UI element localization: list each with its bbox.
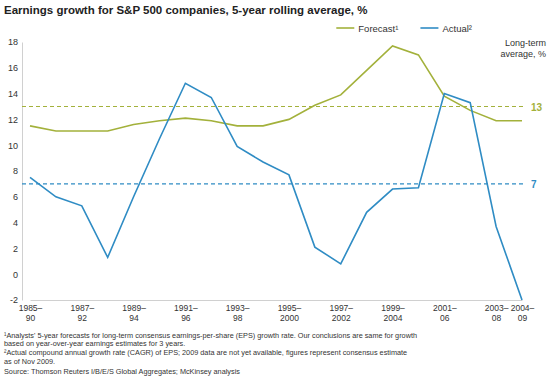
x-tick-label-line: 1997– [329, 303, 353, 313]
x-tick-label: 2001–06 [433, 303, 457, 323]
x-tick: 1999–2004 [381, 303, 405, 323]
y-tick: 4 [13, 218, 18, 228]
chart-container: Earnings growth for S&P 500 companies, 5… [0, 0, 550, 387]
footnote: ²Actual compound annual growth rate (CAG… [4, 348, 407, 357]
y-axis-line [22, 43, 23, 301]
legend-label: Actual² [442, 23, 472, 34]
x-tick-label-line: 2004 [384, 313, 403, 323]
legend-item: Actual² [420, 23, 472, 34]
series-line [30, 83, 522, 300]
x-tick-label: 2004–09 [511, 303, 535, 323]
x-tick-label-line: 1985– [19, 303, 43, 313]
title: Earnings growth for S&P 500 companies, 5… [4, 4, 367, 16]
x-tick: 1993–98 [226, 303, 250, 323]
average-title: Long-term [505, 38, 546, 48]
x-tick-label: 1997–2002 [329, 303, 353, 323]
x-tick: 2004–09 [511, 303, 535, 323]
y-axis: -2 0 2 4 6 8 10 12 14 16 18 [8, 37, 23, 305]
y-tick: -2 [10, 295, 18, 305]
y-tick: 16 [8, 63, 18, 73]
y-tick-label: 2 [13, 244, 18, 254]
source: Source: Thomson Reuters I/B/E/S Global A… [4, 367, 240, 376]
x-tick-label: 1995–2000 [278, 303, 302, 323]
y-tick-label: 18 [8, 37, 18, 47]
footnote: based on year-over-year earnings estimat… [4, 339, 185, 348]
x-tick-label-line: 1991– [174, 303, 198, 313]
footnotes: ¹Analysts' 5-year forecasts for long-ter… [4, 331, 417, 377]
plot-lines [30, 46, 522, 300]
x-tick-label-line: 92 [78, 313, 88, 323]
x-tick: 2003–08 [485, 303, 509, 323]
x-tick: 1991–96 [174, 303, 198, 323]
x-tick-label-line: 1987– [70, 303, 94, 313]
x-tick-label: 2003–08 [485, 303, 509, 323]
x-tick-label: 1987–92 [70, 303, 94, 323]
y-tick: 18 [8, 37, 18, 47]
y-tick-label: 6 [13, 192, 18, 202]
y-tick-label: -2 [10, 295, 18, 305]
averages: 13 7 Long-termaverage, % [22, 38, 546, 190]
x-tick-label-line: 2000 [280, 313, 299, 323]
x-tick-label-line: 94 [129, 313, 139, 323]
x-tick: 1985–90 [19, 303, 43, 323]
legend-swatch [336, 27, 354, 29]
x-tick-label: 1993–98 [226, 303, 250, 323]
x-axis: 1985–90 1987–92 1989–94 1991–96 1993–98 1995–… [19, 301, 535, 324]
x-tick-label-line: 2002 [332, 313, 351, 323]
x-tick-label: 1989–94 [122, 303, 146, 323]
x-tick-label-line: 2004– [511, 303, 535, 313]
legend: Forecast¹ Actual² [336, 23, 472, 34]
x-tick: 1997–2002 [329, 303, 353, 323]
x-tick-label-line: 96 [181, 313, 191, 323]
y-tick: 6 [13, 192, 18, 202]
y-tick-label: 14 [8, 89, 18, 99]
x-tick: 2001–06 [433, 303, 457, 323]
average-title: average, % [500, 49, 546, 59]
x-tick: 1989–94 [122, 303, 146, 323]
legend-label: Forecast¹ [358, 23, 398, 34]
x-tick-label: 1991–96 [174, 303, 198, 323]
average-label: 13 [531, 102, 543, 113]
chart-svg: Earnings growth for S&P 500 companies, 5… [0, 0, 550, 387]
x-tick-label: 1999–2004 [381, 303, 405, 323]
x-tick: 1987–92 [70, 303, 94, 323]
y-tick-label: 4 [13, 218, 18, 228]
x-tick-label-line: 1989– [122, 303, 146, 313]
y-tick: 10 [8, 141, 18, 151]
y-tick-label: 0 [13, 270, 18, 280]
footnote: ¹Analysts' 5-year forecasts for long-ter… [4, 331, 417, 340]
y-tick: 14 [8, 89, 18, 99]
x-tick-label-line: 90 [26, 313, 36, 323]
y-tick-label: 8 [13, 166, 18, 176]
x-tick-label-line: 08 [492, 313, 502, 323]
x-tick-label: 1985–90 [19, 303, 43, 323]
x-tick-label-line: 06 [440, 313, 450, 323]
legend-item: Forecast¹ [336, 23, 398, 34]
average-line [22, 106, 526, 107]
x-tick-label-line: 09 [518, 313, 528, 323]
y-tick: 0 [13, 270, 18, 280]
x-tick-label-line: 1999– [381, 303, 405, 313]
average-line [22, 183, 526, 184]
legend-swatch [420, 27, 438, 29]
y-tick: 2 [13, 244, 18, 254]
y-tick: 8 [13, 166, 18, 176]
x-tick-label-line: 2003– [485, 303, 509, 313]
y-tick-label: 10 [8, 141, 18, 151]
y-tick-label: 12 [8, 115, 18, 125]
footnote: as of Nov 2009. [4, 357, 55, 366]
y-tick-label: 16 [8, 63, 18, 73]
x-axis-line [31, 300, 523, 301]
y-tick: 12 [8, 115, 18, 125]
x-tick: 1995–2000 [278, 303, 302, 323]
x-tick-label-line: 98 [233, 313, 243, 323]
series-line [30, 46, 522, 131]
x-tick-label-line: 1995– [278, 303, 302, 313]
x-tick-label-line: 2001– [433, 303, 457, 313]
x-tick-label-line: 1993– [226, 303, 250, 313]
average-label: 7 [531, 179, 537, 190]
